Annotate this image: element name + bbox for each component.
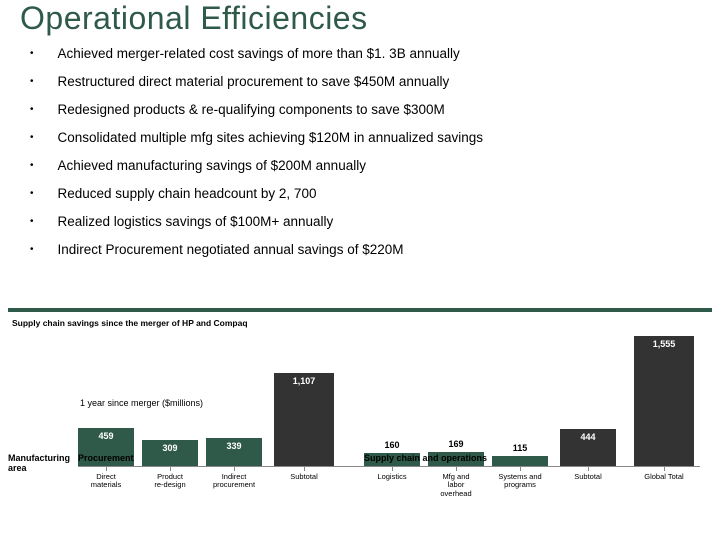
bullet-item: Redesigned products & re-qualifying comp… [30, 102, 690, 117]
xaxis-tick: Mfg andlaboroverhead [428, 467, 484, 498]
bar-value-label: 1,107 [274, 376, 334, 386]
bar-value-label: 169 [428, 439, 484, 449]
chart: Supply chain savings since the merger of… [8, 308, 712, 520]
xaxis-tick-label: Subtotal [560, 473, 616, 481]
bar-value-label: 160 [364, 440, 420, 450]
bullet-text: Indirect Procurement negotiated annual s… [58, 242, 404, 257]
bullet-text: Achieved merger-related cost savings of … [58, 46, 460, 61]
bar-value-label: 309 [142, 443, 198, 453]
chart-title: Supply chain savings since the merger of… [12, 318, 712, 328]
bullet-item: Achieved merger-related cost savings of … [30, 46, 690, 61]
xaxis-tick-label: Directmaterials [78, 473, 134, 490]
bar: 115 [492, 456, 548, 466]
bullet-text: Reduced supply chain headcount by 2, 700 [58, 186, 317, 201]
xaxis-tick-label: Productre-design [142, 473, 198, 490]
xaxis-tick: Subtotal [274, 467, 334, 481]
section-header-procurement: Procurement [78, 453, 134, 463]
xaxis-tick-label: Subtotal [274, 473, 334, 481]
xaxis-tick-label: Global Total [634, 473, 694, 481]
xaxis: Manufacturing area DirectmaterialsProduc… [78, 466, 700, 504]
slide: Operational Efficiencies Achieved merger… [0, 0, 720, 540]
xaxis-tick-label: Systems andprograms [492, 473, 548, 490]
page-title: Operational Efficiencies [20, 0, 368, 37]
bullet-item: Restructured direct material procurement… [30, 74, 690, 89]
bar: 444 [560, 429, 616, 466]
xaxis-tick-label: Indirectprocurement [206, 473, 262, 490]
xaxis-tick: Productre-design [142, 467, 198, 490]
bullet-text: Realized logistics savings of $100M+ ann… [58, 214, 334, 229]
xaxis-tick: Directmaterials [78, 467, 134, 490]
bar: 309 [142, 440, 198, 466]
section-header-supply-ops: Supply chain and operations [364, 453, 487, 463]
bar-value-label: 1,555 [634, 339, 694, 349]
bar-value-label: 459 [78, 431, 134, 441]
bullet-text: Achieved manufacturing savings of $200M … [58, 158, 366, 173]
bullet-text: Redesigned products & re-qualifying comp… [58, 102, 445, 117]
chart-track: 459 309 339 1,107 160 169 115 444 1,555 [78, 334, 700, 466]
bullet-item: Reduced supply chain headcount by 2, 700 [30, 186, 690, 201]
xaxis-tick: Systems andprograms [492, 467, 548, 490]
xaxis-tick-label: Mfg andlaboroverhead [428, 473, 484, 498]
bar: 339 [206, 438, 262, 466]
xaxis-tick: Indirectprocurement [206, 467, 262, 490]
bar-value-label: 444 [560, 432, 616, 442]
bullet-item: Achieved manufacturing savings of $200M … [30, 158, 690, 173]
bullet-text: Restructured direct material procurement… [58, 74, 450, 89]
bar: 1,555 [634, 336, 694, 466]
bar-value-label: 115 [492, 443, 548, 453]
xaxis-tick: Subtotal [560, 467, 616, 481]
bullet-text: Consolidated multiple mfg sites achievin… [58, 130, 484, 145]
bar: 1,107 [274, 373, 334, 466]
axis-header-mfg: Manufacturing area [8, 453, 78, 473]
bullet-item: Indirect Procurement negotiated annual s… [30, 242, 690, 257]
xaxis-tick: Logistics [364, 467, 420, 481]
bullet-item: Realized logistics savings of $100M+ ann… [30, 214, 690, 229]
bullet-item: Consolidated multiple mfg sites achievin… [30, 130, 690, 145]
chart-area: 1 year since merger ($millions) 45930933… [8, 334, 712, 504]
bullet-list: Achieved merger-related cost savings of … [30, 46, 690, 270]
xaxis-tick: Global Total [634, 467, 694, 481]
xaxis-tick-label: Logistics [364, 473, 420, 481]
bar-value-label: 339 [206, 441, 262, 451]
